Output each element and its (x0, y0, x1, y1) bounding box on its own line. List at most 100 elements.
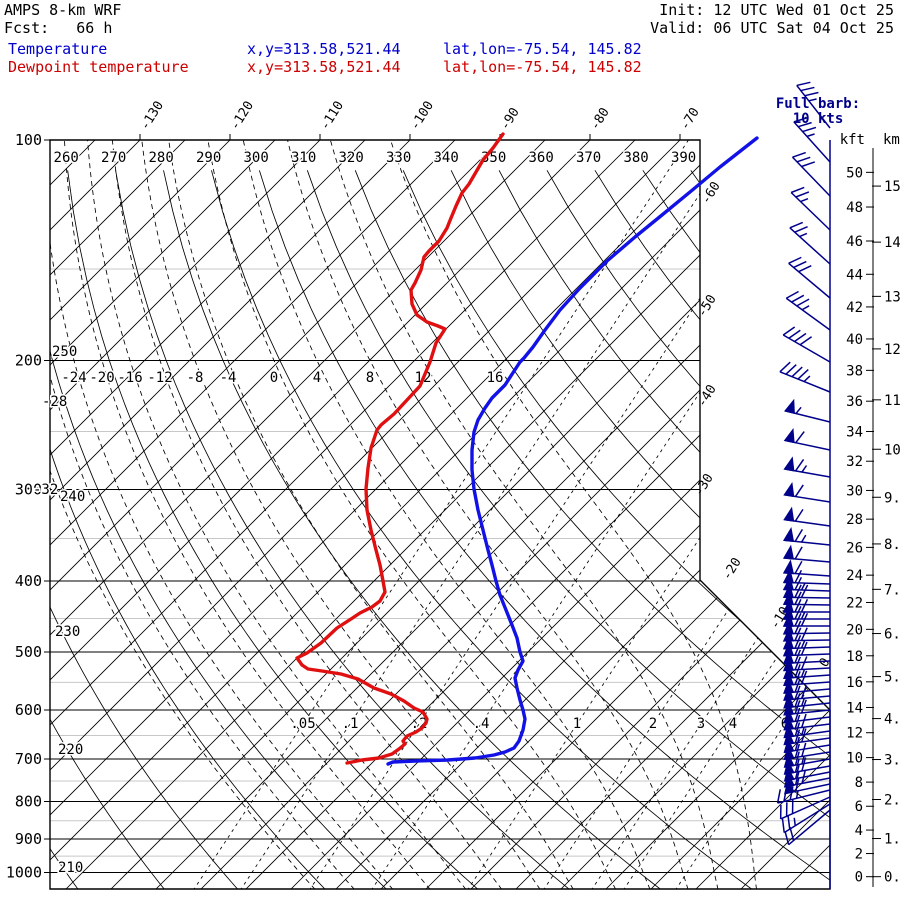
legend-dewpoint-label: Dewpoint temperature (8, 58, 189, 76)
svg-text:320: 320 (338, 150, 363, 166)
svg-text:380: 380 (623, 150, 648, 166)
svg-text:500: 500 (15, 643, 42, 661)
svg-text:7.: 7. (884, 582, 900, 598)
moist-adiabat-lines-group (50, 140, 757, 889)
isotherm-top-labels-group: -130 -120 -110 -100 -90 -80 -70 (138, 99, 703, 140)
svg-text:-70: -70 (678, 105, 703, 133)
svg-text:11.: 11. (884, 393, 900, 409)
svg-text:50: 50 (846, 165, 863, 181)
svg-text:10: 10 (846, 751, 863, 767)
svg-text:.05: .05 (290, 716, 315, 732)
svg-text:2: 2 (855, 847, 863, 863)
svg-text:-30: -30 (692, 471, 717, 499)
svg-text:6.: 6. (884, 627, 900, 643)
svg-text:10.: 10. (884, 442, 900, 458)
svg-text:26: 26 (846, 540, 863, 556)
svg-text:38: 38 (846, 363, 863, 379)
svg-text:4: 4 (729, 716, 737, 732)
svg-text:-130: -130 (138, 99, 167, 134)
svg-text:18: 18 (846, 649, 863, 665)
svg-text:24: 24 (846, 568, 863, 584)
svg-text:340: 340 (433, 150, 458, 166)
svg-text:1.: 1. (884, 832, 900, 848)
svg-text:220: 220 (58, 742, 83, 758)
init-time: Init: 12 UTC Wed 01 Oct 25 (659, 1, 894, 19)
svg-text:8.: 8. (884, 537, 900, 553)
svg-text:370: 370 (576, 150, 601, 166)
svg-text:44: 44 (846, 267, 863, 283)
svg-text:2.: 2. (884, 792, 900, 808)
svg-text:230: 230 (55, 624, 80, 640)
svg-text:4.: 4. (884, 712, 900, 728)
svg-text:280: 280 (149, 150, 174, 166)
svg-text:8: 8 (366, 370, 374, 386)
svg-text:0: 0 (855, 870, 863, 886)
svg-text:1: 1 (573, 716, 581, 732)
svg-text:30: 30 (846, 483, 863, 499)
moist-adiabat-labels-group: -24 -20 -16 -12 -8 -4 0 4 8 12 16-28-32 (32, 369, 505, 500)
mixing-ratio-lines-group (193, 140, 830, 889)
wind-barbs-group (776, 81, 831, 889)
svg-text:260: 260 (54, 150, 79, 166)
svg-text:.4: .4 (473, 716, 490, 732)
forecast-hour: Fcst: 66 h (4, 19, 113, 37)
svg-text:-32: -32 (33, 482, 58, 498)
legend-dewpoint-latlon: lat,lon=-75.54, 145.82 (443, 58, 642, 76)
svg-text:16: 16 (846, 675, 863, 691)
svg-text:290: 290 (196, 150, 221, 166)
svg-text:6: 6 (781, 716, 789, 732)
svg-text:36: 36 (846, 394, 863, 410)
height-axes-group: kft km02468101214161820222426283032343638… (840, 132, 900, 887)
svg-text:-100: -100 (408, 99, 437, 134)
isotherm-edge-labels-group: -60-50-40-30-20-100 (692, 179, 834, 670)
svg-text:2: 2 (649, 716, 657, 732)
barb-legend: Full barb:10 kts (776, 96, 860, 127)
svg-text:390: 390 (671, 150, 696, 166)
legend-dewpoint-xy: x,y=313.58,521.44 (247, 58, 401, 76)
svg-text:-90: -90 (498, 105, 523, 133)
model-title: AMPS 8-km WRF (4, 1, 122, 19)
svg-text:-110: -110 (318, 99, 347, 134)
svg-text:-20: -20 (89, 370, 114, 386)
isotherm-lines-group (50, 140, 830, 889)
legend-temperature-xy: x,y=313.58,521.44 (247, 40, 401, 58)
svg-text:28: 28 (846, 512, 863, 528)
mixing-ratio-labels-group: .05.1.2.4 1 2 3 4 6 (289, 715, 791, 734)
svg-text:42: 42 (846, 300, 863, 316)
svg-text:600: 600 (15, 701, 42, 719)
svg-text:210: 210 (58, 860, 83, 876)
pressure-labels-group: 100 200 300 400 500 600 700 800 900 1000 (6, 131, 42, 882)
svg-text:15.: 15. (884, 179, 900, 195)
svg-text:270: 270 (101, 150, 126, 166)
svg-text:310: 310 (291, 150, 316, 166)
svg-text:-50: -50 (695, 292, 720, 320)
legend-temperature-label: Temperature (8, 40, 108, 58)
svg-text:200: 200 (15, 352, 42, 370)
svg-text:16: 16 (487, 370, 504, 386)
svg-text:300: 300 (15, 480, 42, 498)
svg-text:240: 240 (60, 489, 85, 505)
svg-text:360: 360 (528, 150, 553, 166)
svg-text:-4: -4 (220, 370, 237, 386)
svg-text:46: 46 (846, 234, 863, 250)
svg-text:-12: -12 (147, 370, 172, 386)
svg-text:-28: -28 (42, 394, 67, 410)
legend-temperature-latlon: lat,lon=-75.54, 145.82 (443, 40, 642, 58)
svg-text:-40: -40 (695, 382, 720, 410)
svg-text:6: 6 (855, 799, 863, 815)
svg-text:32: 32 (846, 454, 863, 470)
temperature-curve (386, 136, 759, 766)
svg-text:-16: -16 (117, 370, 142, 386)
svg-text:.1: .1 (342, 716, 359, 732)
svg-text:700: 700 (15, 750, 42, 768)
svg-text:14: 14 (846, 700, 863, 716)
pressure-lines-group (44, 139, 830, 873)
svg-text:5.: 5. (884, 670, 900, 686)
svg-text:900: 900 (15, 830, 42, 848)
svg-text:12: 12 (846, 726, 863, 742)
svg-text:-8: -8 (187, 370, 204, 386)
svg-text:34: 34 (846, 424, 863, 440)
dry-adiabat-labels-group: 260 270 280 290 300 310 320 330 340 350 360 370 380 3… (51, 149, 698, 878)
svg-text:0: 0 (270, 370, 278, 386)
svg-text:800: 800 (15, 793, 42, 811)
